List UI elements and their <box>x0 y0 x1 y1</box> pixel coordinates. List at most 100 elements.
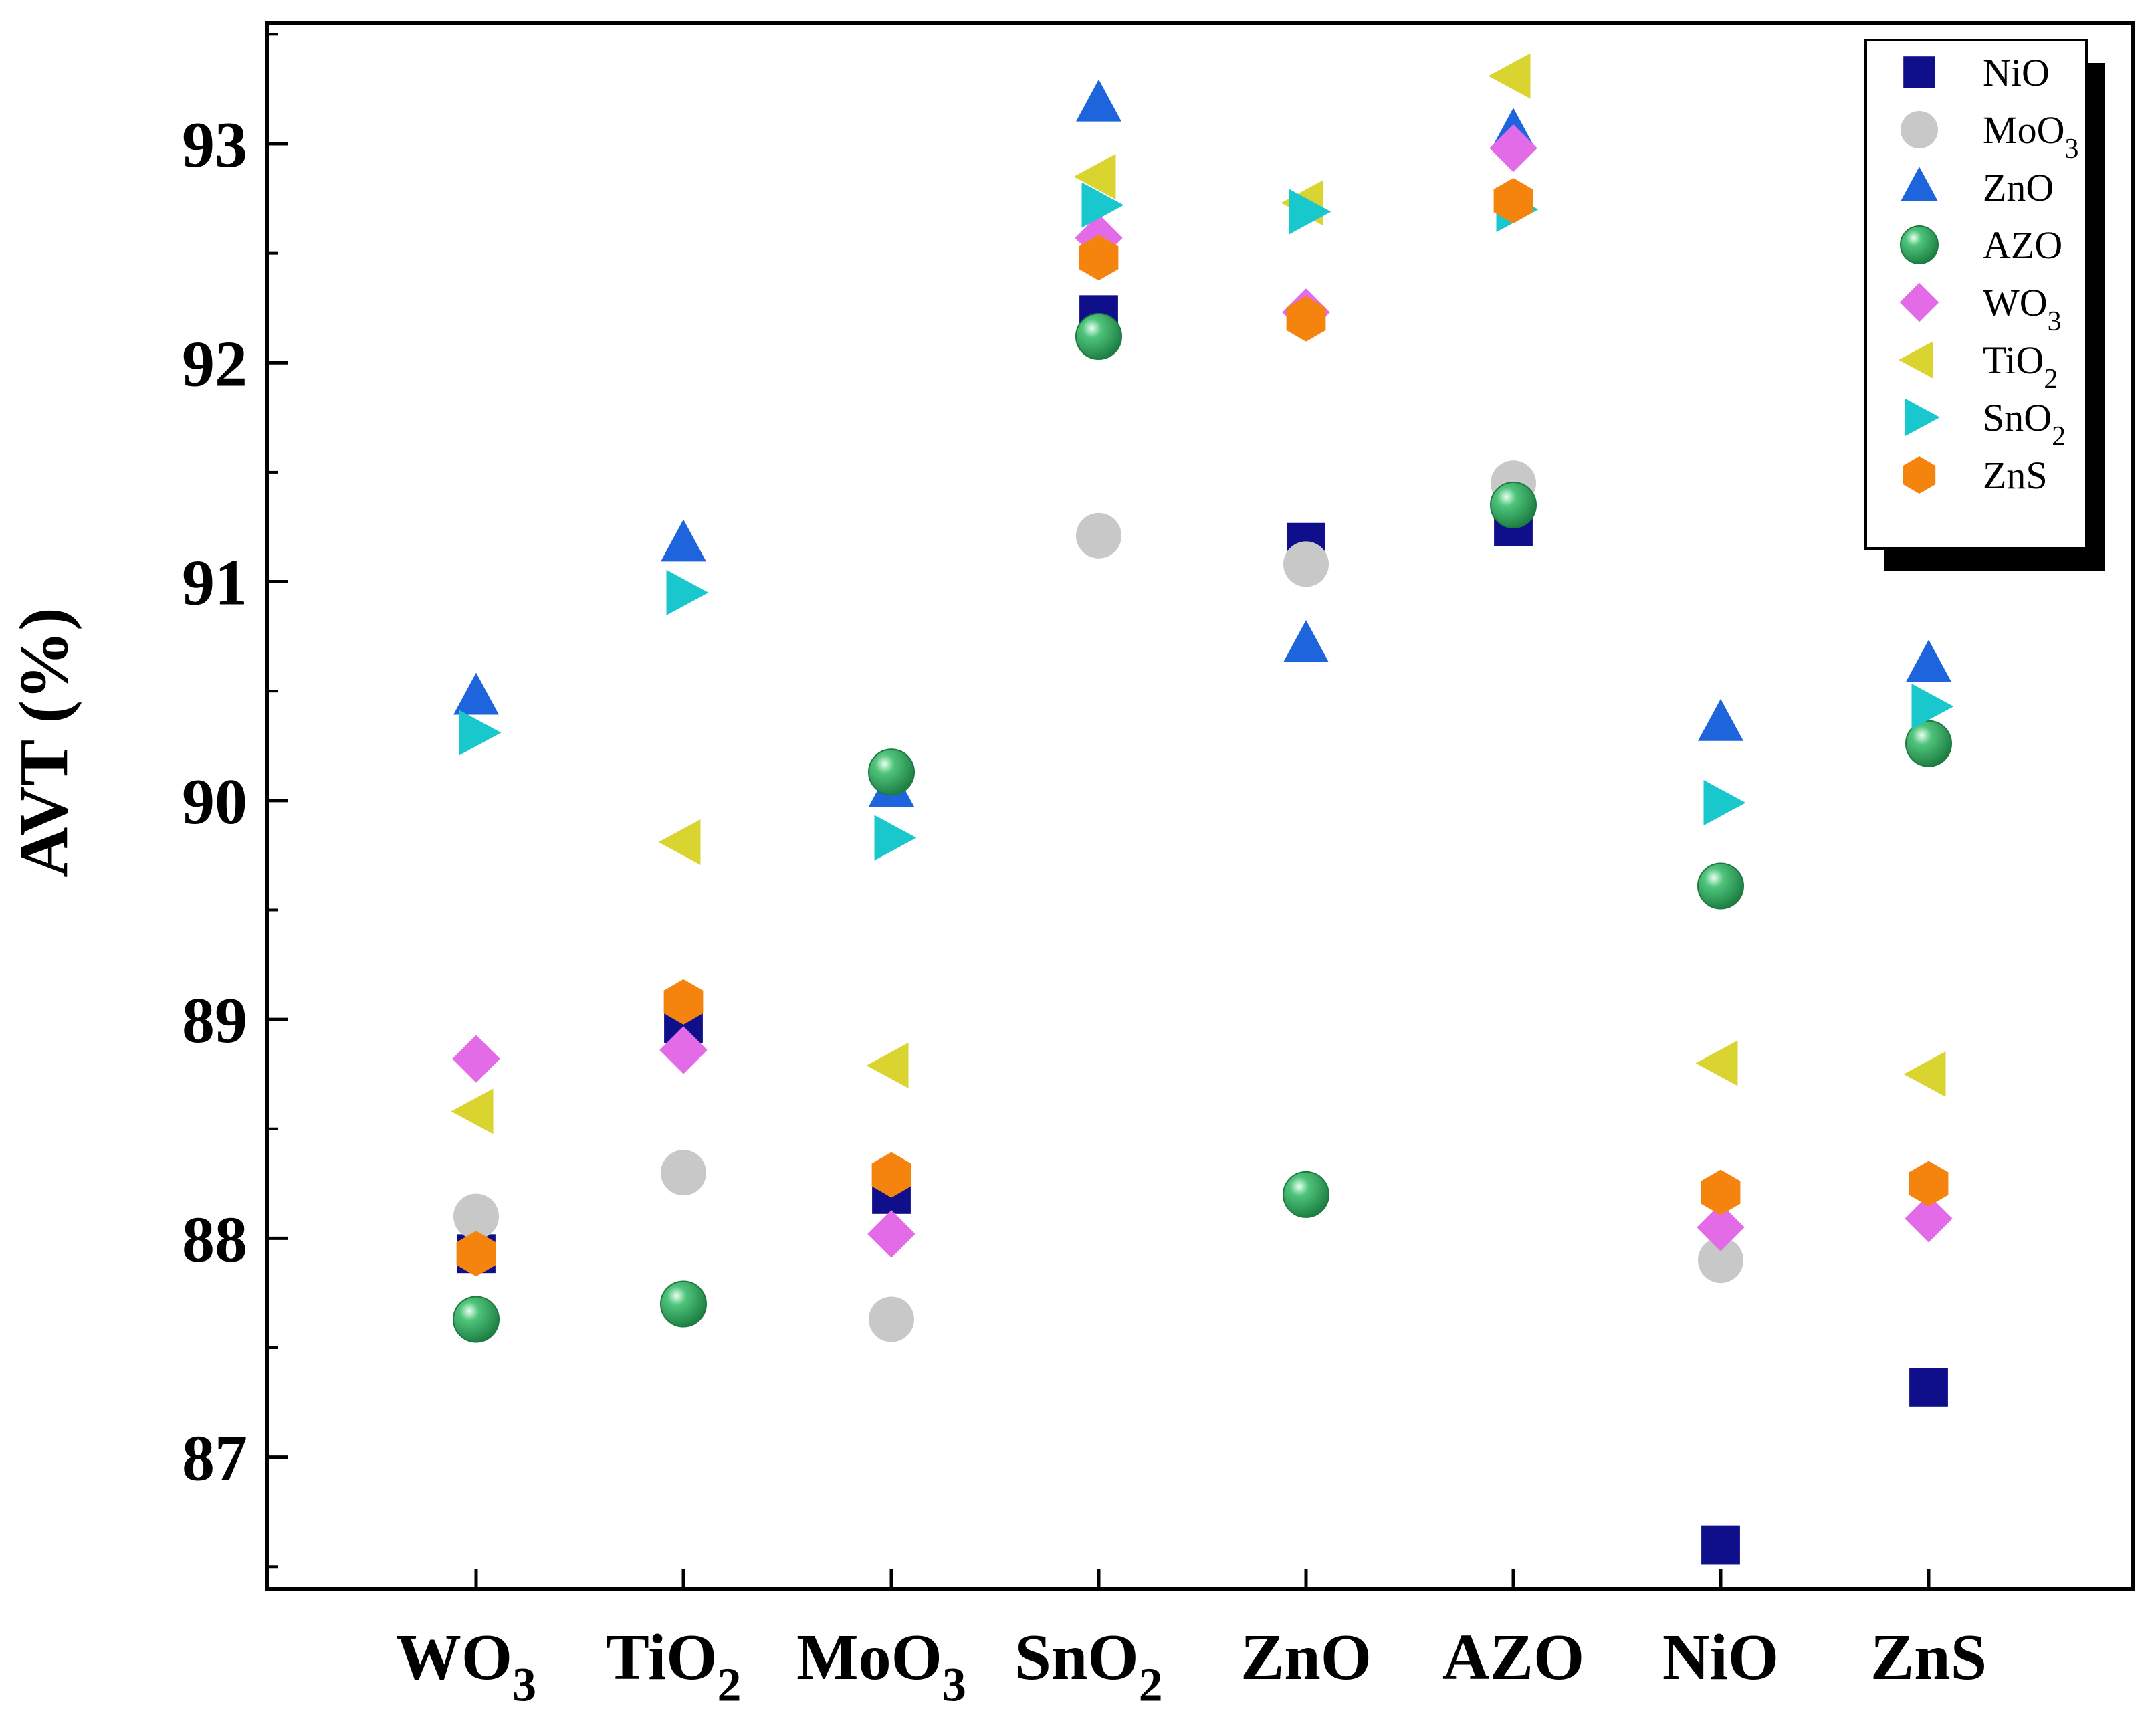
legend-label-subscript: 3 <box>2064 134 2078 165</box>
data-point <box>1906 639 1951 682</box>
legend-label-subscript: 2 <box>2044 364 2058 395</box>
data-point <box>452 1035 500 1083</box>
legend-label-main: AZO <box>1983 223 2062 267</box>
y-tick-label: 87 <box>182 1423 247 1495</box>
legend-label: SnO2 <box>1983 396 2066 452</box>
data-point <box>1073 154 1116 200</box>
data-point <box>1076 79 1121 122</box>
data-point <box>661 519 706 562</box>
data-point <box>1283 1171 1329 1218</box>
legend-label: NiO <box>1983 51 2050 94</box>
data-point <box>1905 720 1952 767</box>
data-point <box>1079 235 1119 281</box>
data-point <box>1286 296 1326 342</box>
data-point <box>459 710 502 756</box>
x-tick-label: ZnS <box>1870 1621 1987 1694</box>
series-wo3 <box>452 124 1953 1258</box>
legend-label-main: NiO <box>1983 51 2050 94</box>
legend-marker <box>1901 111 1938 148</box>
data-point <box>1695 1040 1738 1086</box>
y-tick-label: 88 <box>182 1203 247 1276</box>
data-point <box>453 1296 500 1343</box>
data-point <box>663 979 704 1025</box>
series-zno <box>453 79 1951 807</box>
x-tick-label: NiO <box>1662 1621 1779 1694</box>
x-tick-label: MoO3 <box>796 1621 966 1710</box>
data-point <box>867 1210 915 1258</box>
data-point <box>659 1026 708 1074</box>
y-tick-label: 92 <box>182 328 247 400</box>
data-point <box>1911 684 1954 730</box>
data-point <box>1697 1203 1745 1251</box>
legend-label: ZnO <box>1983 166 2054 209</box>
data-point <box>1698 1237 1743 1284</box>
data-point <box>658 819 701 865</box>
legend-label-main: WO <box>1983 281 2048 324</box>
x-tick-label: ZnO <box>1241 1621 1372 1694</box>
legend-label-main: ZnS <box>1983 454 2048 497</box>
legend-label: TiO2 <box>1983 338 2058 395</box>
data-point <box>453 672 499 715</box>
legend-label-main: MoO <box>1983 108 2064 152</box>
data-point <box>1283 620 1329 662</box>
data-point <box>453 1193 499 1239</box>
data-point <box>1490 482 1537 528</box>
data-point <box>1701 1525 1740 1565</box>
series-nio <box>457 295 1948 1565</box>
x-tick-label-subscript: 3 <box>942 1657 966 1710</box>
y-tick-label: 90 <box>182 766 247 838</box>
plot-frame <box>265 21 2135 1591</box>
data-point <box>1698 698 1743 741</box>
data-point <box>1075 313 1122 360</box>
data-point <box>874 815 917 861</box>
legend-marker <box>1903 456 1936 494</box>
x-tick-label: TiO2 <box>605 1621 741 1710</box>
x-tick-label-main: SnO <box>1014 1621 1138 1694</box>
legend-marker <box>1903 56 1935 88</box>
data-point <box>1289 189 1331 235</box>
legend-label: MoO3 <box>1983 108 2078 165</box>
data-point <box>1909 1368 1948 1407</box>
series-moo3 <box>453 460 1743 1342</box>
data-point <box>1081 182 1124 228</box>
legend-label: ZnS <box>1983 454 2048 497</box>
legend-marker <box>1899 341 1933 379</box>
data-point <box>868 748 915 796</box>
x-tick-label-subscript: 3 <box>512 1657 536 1710</box>
data-markers <box>451 53 1954 1565</box>
data-point <box>1488 53 1531 99</box>
x-tick-label-main: AZO <box>1442 1621 1584 1694</box>
legend-label-main: SnO <box>1983 396 2052 439</box>
legend-marker <box>1900 225 1939 264</box>
data-point <box>456 1231 496 1277</box>
x-tick-label-subscript: 2 <box>718 1657 742 1710</box>
legend-label-main: ZnO <box>1983 166 2054 209</box>
x-tick-label: WO3 <box>396 1621 536 1710</box>
legend-marker <box>1899 282 1939 322</box>
legend-label: WO3 <box>1983 281 2062 337</box>
data-point <box>1697 862 1744 910</box>
data-point <box>1283 541 1329 587</box>
x-tick-label-subscript: 2 <box>1139 1657 1163 1710</box>
y-axis-label: AVT (%) <box>5 607 82 878</box>
y-axis: 87 88 89 90 91 92 93 <box>182 33 288 1569</box>
x-tick-label-main: MoO <box>796 1621 942 1694</box>
y-tick-label: 91 <box>182 547 247 619</box>
y-tick-label: 89 <box>182 985 247 1057</box>
x-tick-label-main: NiO <box>1662 1621 1779 1694</box>
data-point <box>666 569 709 615</box>
data-point <box>1701 1169 1741 1215</box>
data-point <box>1489 124 1537 173</box>
x-tick-label-main: ZnS <box>1870 1621 1987 1694</box>
x-tick-label-main: ZnO <box>1241 1621 1372 1694</box>
legend-marker <box>1901 167 1938 201</box>
legend-label-subscript: 3 <box>2048 306 2062 337</box>
data-point <box>451 1088 494 1134</box>
data-point <box>866 1042 909 1088</box>
x-tick-label: AZO <box>1442 1621 1584 1694</box>
data-point <box>1905 1195 1953 1243</box>
legend-label-main: TiO <box>1983 338 2044 382</box>
